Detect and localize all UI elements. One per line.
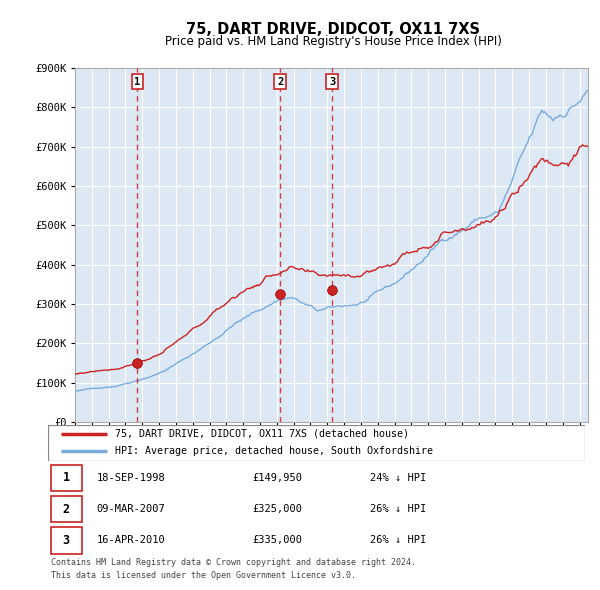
Text: 75, DART DRIVE, DIDCOT, OX11 7XS: 75, DART DRIVE, DIDCOT, OX11 7XS (186, 22, 480, 37)
Text: £325,000: £325,000 (252, 504, 302, 514)
Text: 24% ↓ HPI: 24% ↓ HPI (370, 473, 427, 483)
Text: 2: 2 (62, 503, 70, 516)
Text: 16-APR-2010: 16-APR-2010 (97, 536, 165, 545)
Text: 75, DART DRIVE, DIDCOT, OX11 7XS (detached house): 75, DART DRIVE, DIDCOT, OX11 7XS (detach… (115, 428, 409, 438)
Text: 26% ↓ HPI: 26% ↓ HPI (370, 536, 427, 545)
Text: 3: 3 (329, 77, 335, 87)
Bar (50, 496, 82, 523)
Bar (50, 527, 82, 553)
Text: 1: 1 (134, 77, 140, 87)
Text: 3: 3 (62, 534, 70, 547)
Text: 2: 2 (277, 77, 283, 87)
Text: Price paid vs. HM Land Registry's House Price Index (HPI): Price paid vs. HM Land Registry's House … (164, 35, 502, 48)
Text: 18-SEP-1998: 18-SEP-1998 (97, 473, 165, 483)
Text: £335,000: £335,000 (252, 536, 302, 545)
Text: £149,950: £149,950 (252, 473, 302, 483)
Text: 09-MAR-2007: 09-MAR-2007 (97, 504, 165, 514)
Bar (50, 465, 82, 491)
Text: 1: 1 (62, 471, 70, 484)
Text: 26% ↓ HPI: 26% ↓ HPI (370, 504, 427, 514)
Text: HPI: Average price, detached house, South Oxfordshire: HPI: Average price, detached house, Sout… (115, 446, 433, 456)
Text: Contains HM Land Registry data © Crown copyright and database right 2024.
This d: Contains HM Land Registry data © Crown c… (51, 558, 416, 579)
